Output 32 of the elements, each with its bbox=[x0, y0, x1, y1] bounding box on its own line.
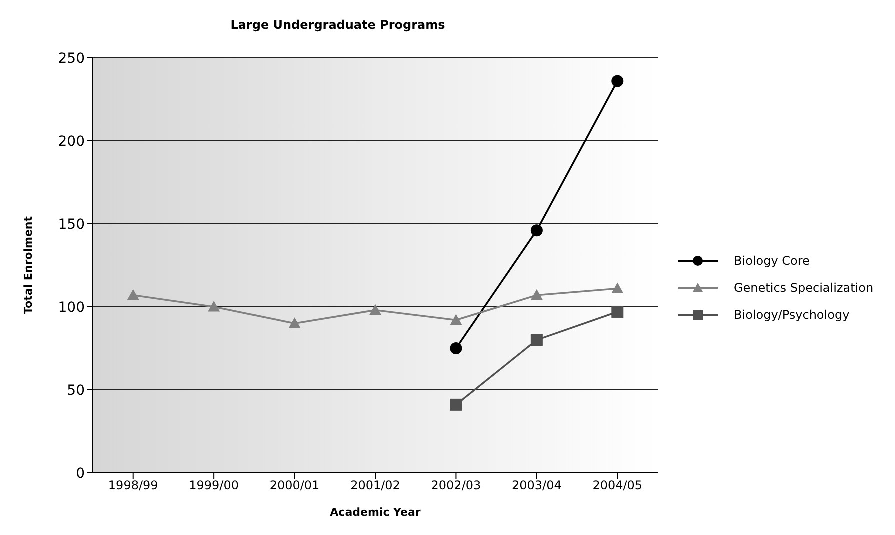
y-axis-title: Total Enrolment bbox=[22, 216, 35, 314]
x-tick-label: 1999/00 bbox=[189, 478, 239, 493]
y-tick-label: 0 bbox=[76, 466, 85, 482]
point bbox=[530, 334, 543, 346]
point bbox=[612, 306, 624, 318]
x-tick-label: 2001/02 bbox=[350, 478, 400, 493]
y-tick-label: 50 bbox=[67, 382, 85, 399]
y-tick-label: 250 bbox=[58, 50, 85, 67]
x-tick-label: 2002/03 bbox=[431, 478, 482, 493]
legend-label: Biology Core bbox=[734, 254, 810, 268]
point bbox=[530, 289, 543, 300]
point bbox=[370, 304, 382, 316]
point bbox=[208, 301, 220, 312]
point bbox=[450, 398, 462, 411]
x-axis-title: Academic Year bbox=[330, 506, 422, 519]
point bbox=[288, 318, 301, 328]
y-tick-label: 100 bbox=[58, 300, 85, 316]
x-tick-label: 1998/99 bbox=[108, 478, 158, 493]
point bbox=[530, 224, 543, 237]
legend-label: Genetics Specialization bbox=[734, 281, 874, 295]
y-tick-label: 200 bbox=[58, 134, 85, 150]
point bbox=[450, 342, 462, 354]
legend-label: Biology/Psychology bbox=[734, 308, 850, 322]
point bbox=[612, 75, 624, 88]
x-tick-label: 2004/05 bbox=[592, 478, 643, 493]
y-tick-label: 150 bbox=[58, 216, 85, 233]
x-tick-label: 2000/01 bbox=[270, 478, 320, 493]
point bbox=[450, 314, 462, 326]
chart-title: Large Undergraduate Programs bbox=[230, 17, 446, 34]
point bbox=[612, 282, 624, 294]
x-tick-label: 2003/04 bbox=[512, 478, 562, 493]
point bbox=[127, 289, 140, 300]
